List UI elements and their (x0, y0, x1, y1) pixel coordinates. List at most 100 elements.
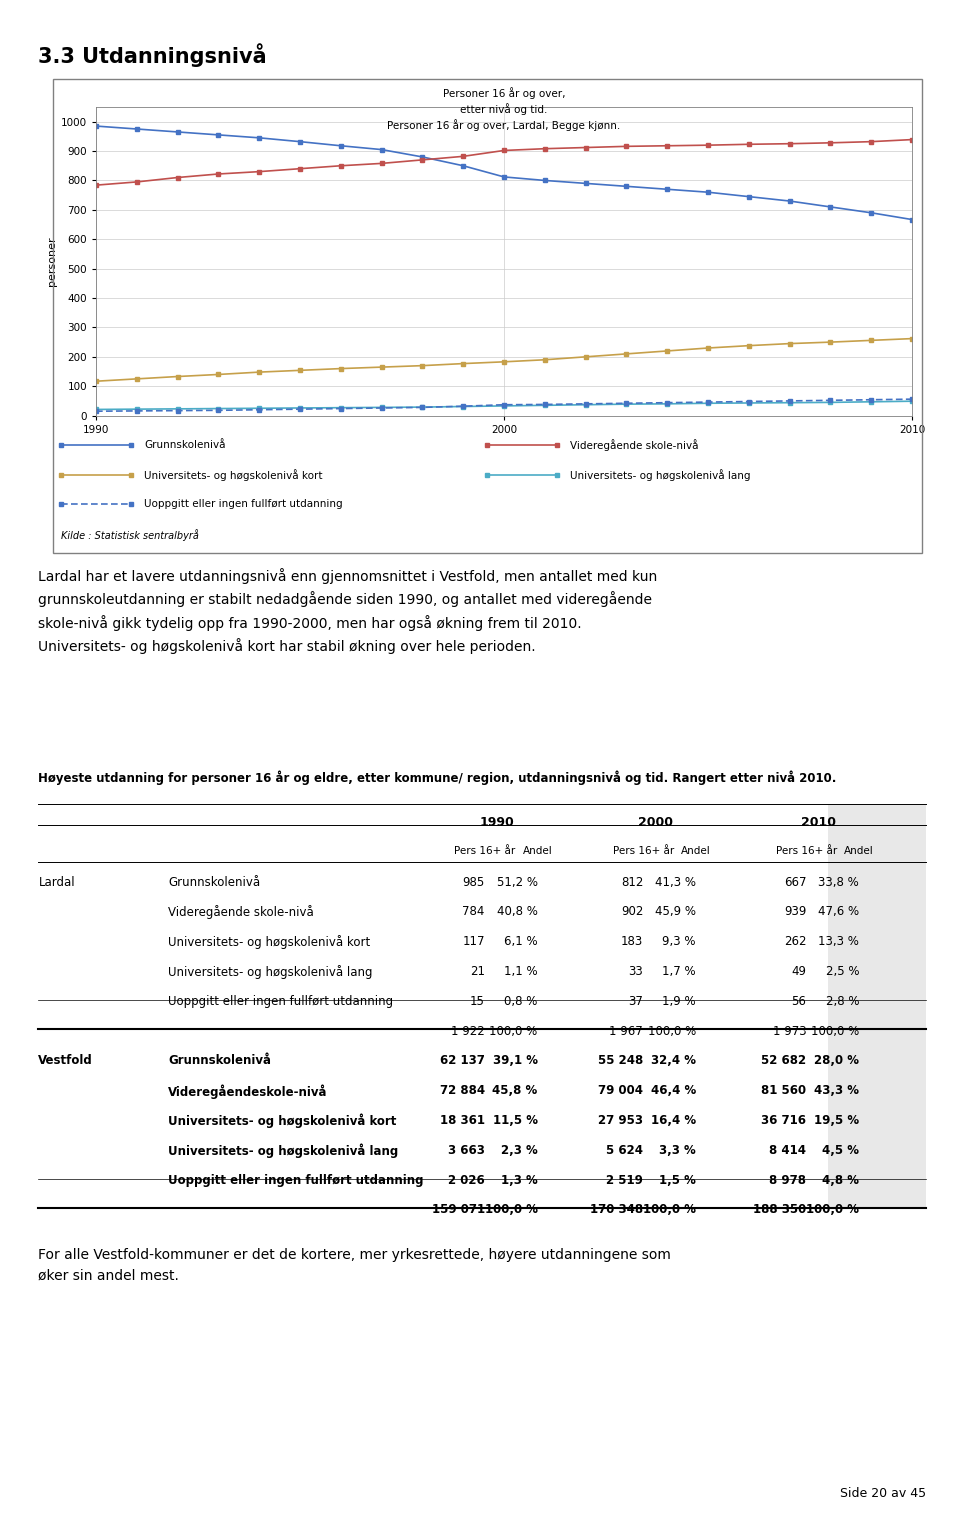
Text: 4,8 %: 4,8 % (822, 1174, 859, 1187)
Text: 45,8 %: 45,8 % (492, 1085, 538, 1097)
Text: Videregående skole-nivå: Videregående skole-nivå (168, 905, 314, 920)
Text: 2 519: 2 519 (607, 1174, 643, 1187)
Text: 985: 985 (463, 876, 485, 889)
Text: 0,8 %: 0,8 % (504, 995, 538, 1008)
Text: 41,3 %: 41,3 % (655, 876, 696, 889)
Text: 2 026: 2 026 (448, 1174, 485, 1187)
Text: 939: 939 (784, 905, 806, 918)
Text: 2000: 2000 (637, 816, 673, 830)
Text: Kilde : Statistisk sentralbyrå: Kilde : Statistisk sentralbyrå (61, 529, 200, 541)
Text: Andel: Andel (523, 847, 552, 856)
Text: 33,8 %: 33,8 % (819, 876, 859, 889)
Text: 47,6 %: 47,6 % (818, 905, 859, 918)
Text: 46,4 %: 46,4 % (651, 1085, 696, 1097)
Text: 812: 812 (621, 876, 643, 889)
Text: 6,1 %: 6,1 % (504, 935, 538, 949)
Text: 100,0 %: 100,0 % (490, 1025, 538, 1038)
Text: Videregående skole-nivå: Videregående skole-nivå (569, 439, 698, 451)
Text: 1,3 %: 1,3 % (501, 1174, 538, 1187)
Text: 28,0 %: 28,0 % (814, 1054, 859, 1068)
Text: 902: 902 (621, 905, 643, 918)
Text: 21: 21 (469, 966, 485, 978)
Text: 39,1 %: 39,1 % (492, 1054, 538, 1068)
Text: 100,0 %: 100,0 % (648, 1025, 696, 1038)
Text: 51,2 %: 51,2 % (496, 876, 538, 889)
Text: Vestfold: Vestfold (38, 1054, 93, 1068)
Text: Uoppgitt eller ingen fullført utdanning: Uoppgitt eller ingen fullført utdanning (144, 498, 343, 509)
Text: Universitets- og høgskolenivå kort: Universitets- og høgskolenivå kort (144, 469, 323, 481)
Text: 1 922: 1 922 (451, 1025, 485, 1038)
Text: 52 682: 52 682 (761, 1054, 806, 1068)
Text: Høyeste utdanning for personer 16 år og eldre, etter kommune/ region, utdannings: Høyeste utdanning for personer 16 år og … (38, 770, 837, 785)
Text: Universitets- og høgskolenivå lang: Universitets- og høgskolenivå lang (569, 469, 750, 481)
Text: 183: 183 (621, 935, 643, 949)
Text: 8 978: 8 978 (769, 1174, 806, 1187)
Text: Lardal har et lavere utdanningsnivå enn gjennomsnittet i Vestfold, men antallet : Lardal har et lavere utdanningsnivå enn … (38, 568, 658, 654)
Text: 3.3 Utdanningsnivå: 3.3 Utdanningsnivå (38, 43, 267, 67)
Text: 1,5 %: 1,5 % (660, 1174, 696, 1187)
Text: 45,9 %: 45,9 % (655, 905, 696, 918)
Text: Uoppgitt eller ingen fullført utdanning: Uoppgitt eller ingen fullført utdanning (168, 995, 394, 1008)
Text: 5 624: 5 624 (606, 1143, 643, 1157)
Text: 18 361: 18 361 (440, 1114, 485, 1128)
Text: 62 137: 62 137 (440, 1054, 485, 1068)
Text: 3,3 %: 3,3 % (660, 1143, 696, 1157)
Text: 40,8 %: 40,8 % (496, 905, 538, 918)
Text: 27 953: 27 953 (598, 1114, 643, 1128)
Text: 72 884: 72 884 (440, 1085, 485, 1097)
Text: Universitets- og høgskolenivå kort: Universitets- og høgskolenivå kort (168, 935, 371, 949)
Text: 1990: 1990 (479, 816, 515, 830)
Text: 117: 117 (463, 935, 485, 949)
Text: 36 716: 36 716 (761, 1114, 806, 1128)
Text: 1,7 %: 1,7 % (662, 966, 696, 978)
Text: 1 967: 1 967 (610, 1025, 643, 1038)
Text: 100,0 %: 100,0 % (806, 1204, 859, 1216)
Text: 81 560: 81 560 (761, 1085, 806, 1097)
Text: Grunnskolenivå: Grunnskolenivå (168, 1054, 271, 1068)
Text: 159 071: 159 071 (432, 1204, 485, 1216)
Text: 43,3 %: 43,3 % (814, 1085, 859, 1097)
Text: Lardal: Lardal (38, 876, 75, 889)
Text: 100,0 %: 100,0 % (643, 1204, 696, 1216)
Text: Universitets- og høgskolenivå kort: Universitets- og høgskolenivå kort (168, 1114, 396, 1129)
Text: Andel: Andel (845, 847, 874, 856)
Text: 784: 784 (463, 905, 485, 918)
Text: 8 414: 8 414 (769, 1143, 806, 1157)
Text: 33: 33 (629, 966, 643, 978)
Text: 13,3 %: 13,3 % (818, 935, 859, 949)
Text: 2,8 %: 2,8 % (826, 995, 859, 1008)
Y-axis label: personer: personer (47, 237, 57, 286)
Text: 2,5 %: 2,5 % (826, 966, 859, 978)
Text: Videregåendeskole-nivå: Videregåendeskole-nivå (168, 1085, 327, 1099)
Text: Pers 16+ år: Pers 16+ år (612, 847, 674, 856)
Text: Pers 16+ år: Pers 16+ år (776, 847, 837, 856)
Text: 32,4 %: 32,4 % (651, 1054, 696, 1068)
Text: 188 350: 188 350 (754, 1204, 806, 1216)
Text: 2,3 %: 2,3 % (501, 1143, 538, 1157)
Text: 19,5 %: 19,5 % (814, 1114, 859, 1128)
Text: 667: 667 (784, 876, 806, 889)
Text: 100,0 %: 100,0 % (485, 1204, 538, 1216)
Text: 1,1 %: 1,1 % (504, 966, 538, 978)
Text: 100,0 %: 100,0 % (811, 1025, 859, 1038)
Text: 79 004: 79 004 (598, 1085, 643, 1097)
Text: 1,9 %: 1,9 % (662, 995, 696, 1008)
Text: 56: 56 (792, 995, 806, 1008)
Text: 2010: 2010 (801, 816, 836, 830)
Text: 55 248: 55 248 (598, 1054, 643, 1068)
Text: Universitets- og høgskolenivå lang: Universitets- og høgskolenivå lang (168, 1143, 398, 1158)
Text: 170 348: 170 348 (590, 1204, 643, 1216)
Text: For alle Vestfold-kommuner er det de kortere, mer yrkesrettede, høyere utdanning: For alle Vestfold-kommuner er det de kor… (38, 1248, 671, 1282)
Text: 37: 37 (629, 995, 643, 1008)
Text: Personer 16 år og over,
etter nivå og tid.
Personer 16 år og over, Lardal, Begge: Personer 16 år og over, etter nivå og ti… (388, 87, 620, 131)
Text: Side 20 av 45: Side 20 av 45 (840, 1487, 926, 1500)
Text: Grunnskolenivå: Grunnskolenivå (168, 876, 260, 889)
Text: 15: 15 (470, 995, 485, 1008)
Text: Grunnskolenivå: Grunnskolenivå (144, 440, 226, 449)
Text: Pers 16+ år: Pers 16+ år (454, 847, 516, 856)
Text: 11,5 %: 11,5 % (492, 1114, 538, 1128)
Text: 4,5 %: 4,5 % (822, 1143, 859, 1157)
Text: 3 663: 3 663 (448, 1143, 485, 1157)
Text: 1 973: 1 973 (773, 1025, 806, 1038)
Text: 9,3 %: 9,3 % (662, 935, 696, 949)
